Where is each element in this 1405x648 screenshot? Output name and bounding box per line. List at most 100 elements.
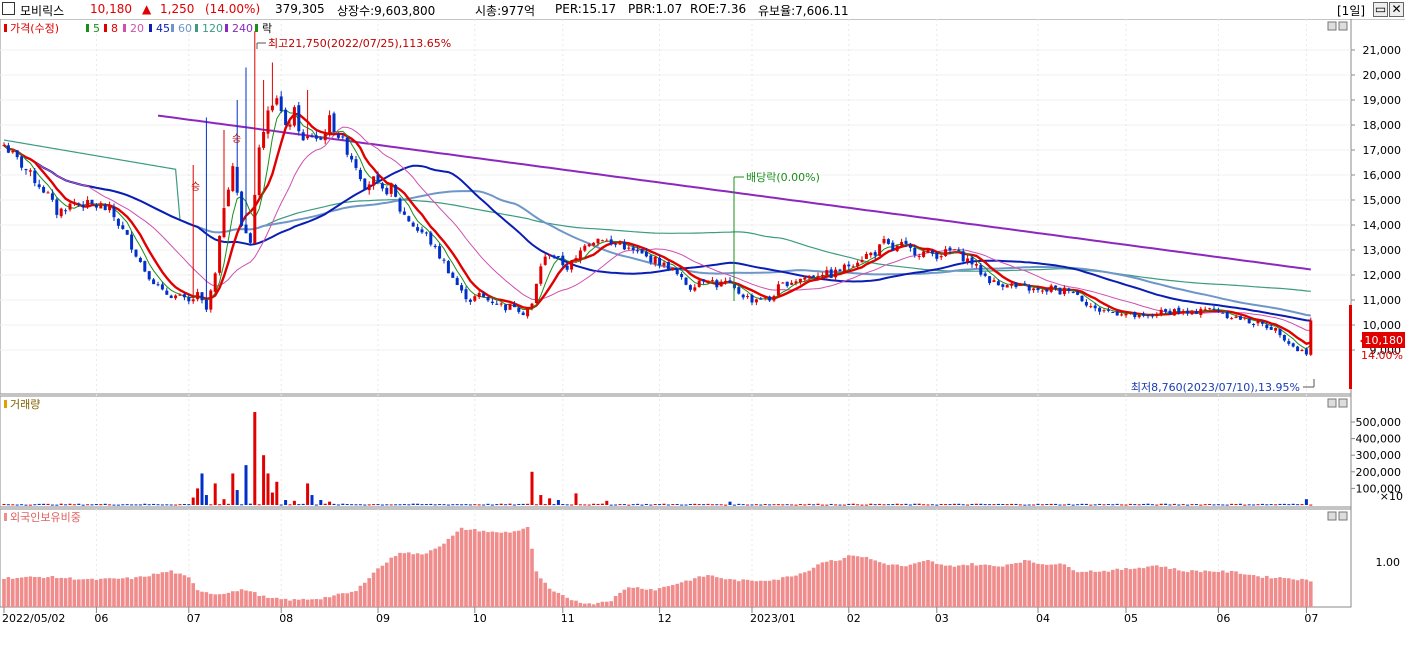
candle-body xyxy=(530,303,534,308)
candle-body xyxy=(244,224,248,234)
candle-body xyxy=(578,250,582,260)
price-panel-minimize-icon[interactable] xyxy=(1327,21,1337,31)
close-icon[interactable]: ✕ xyxy=(1389,2,1404,17)
volume-bar xyxy=(55,504,59,506)
foreign-ratio-bar xyxy=(1295,580,1300,607)
volume-bar xyxy=(270,492,274,505)
price-tick-label: 12,000 xyxy=(1363,269,1402,282)
candle-body xyxy=(605,240,609,242)
volume-bar xyxy=(526,503,530,505)
volume-bar xyxy=(1274,504,1278,506)
candle-body xyxy=(46,192,50,194)
candle-body xyxy=(42,186,46,193)
foreign-ratio-bar xyxy=(996,566,1001,607)
volume-bar xyxy=(768,504,772,506)
date-tick-label: 07 xyxy=(187,612,201,625)
minimize-icon[interactable]: ▭ xyxy=(1373,2,1388,17)
stock-chart[interactable]: 21,000 20,000 19,000 18,000 17,000 16,000 15,0… xyxy=(0,19,1405,648)
volume-bar xyxy=(407,504,411,506)
foreign-ratio-bar xyxy=(209,593,213,607)
volume-bar xyxy=(1234,504,1238,506)
ma8-line xyxy=(3,113,1312,345)
foreign-ratio-bar xyxy=(970,563,974,607)
volume-bar xyxy=(240,504,244,506)
foreign-ratio-bar xyxy=(851,555,855,607)
candle-body xyxy=(402,211,406,215)
volume-bar xyxy=(1005,504,1009,506)
candle-body xyxy=(191,299,195,302)
foreign-ratio-bar xyxy=(270,597,275,607)
stock-checkbox[interactable] xyxy=(2,2,15,15)
foreign-ratio-bar xyxy=(965,565,970,607)
foreign-ratio-bar xyxy=(46,577,50,607)
volume-bar xyxy=(112,504,116,506)
foreign-ratio-bar xyxy=(1084,571,1089,607)
foreign-ratio-bar xyxy=(341,593,345,607)
candle-body xyxy=(957,250,961,252)
candle-body xyxy=(121,225,125,229)
candle-body xyxy=(416,227,420,231)
foreign-ratio-bar xyxy=(798,573,803,607)
candle-body xyxy=(1247,318,1251,324)
volume-bar xyxy=(1225,504,1229,506)
foreign-ratio-bar xyxy=(358,585,363,607)
foreign-ratio-bar xyxy=(1190,570,1194,607)
volume-bar xyxy=(1124,504,1128,506)
foreign-ratio-bar xyxy=(182,575,187,607)
price-tick-label: 21,000 xyxy=(1363,44,1402,57)
change-arrow-icon: ▲ xyxy=(142,2,152,16)
volume-bar xyxy=(1221,504,1225,506)
date-tick-label: 06 xyxy=(1216,612,1230,625)
volume-bar xyxy=(433,504,437,506)
legend-ma45: 45 xyxy=(156,22,170,35)
volume-bar xyxy=(653,504,657,506)
volume-bar xyxy=(600,503,604,505)
volume-bar xyxy=(992,504,996,506)
volume-panel-minimize-icon[interactable] xyxy=(1327,398,1337,408)
candle-body xyxy=(213,273,217,292)
volume-bar xyxy=(763,504,767,506)
foreign-ratio-bar xyxy=(671,584,675,607)
volume-bar xyxy=(864,504,868,506)
foreign-panel-minimize-icon[interactable] xyxy=(1327,511,1337,521)
period-selector[interactable]: [1일] xyxy=(1337,4,1366,18)
volume-bar xyxy=(1089,504,1093,506)
volume-bar xyxy=(50,504,54,506)
foreign-ratio-bar xyxy=(138,576,143,607)
candle-body xyxy=(442,259,446,261)
candle-body xyxy=(1309,320,1313,355)
foreign-ratio-bar xyxy=(314,599,319,607)
volume-bar xyxy=(1102,504,1106,506)
foreign-ratio-bar xyxy=(961,564,965,607)
foreign-ratio-bar xyxy=(631,587,635,607)
price-panel-maximize-icon[interactable] xyxy=(1338,21,1348,31)
candle-body xyxy=(517,307,521,312)
listed-shares: 상장수:9,603,800 xyxy=(337,4,436,18)
volume-bar xyxy=(451,504,455,506)
volume-bar xyxy=(561,504,565,506)
candle-body xyxy=(688,285,692,290)
candle-body xyxy=(6,145,10,153)
candle-body xyxy=(746,296,750,298)
volume-bar xyxy=(495,504,499,506)
foreign-ratio-bar xyxy=(1062,564,1067,607)
candle-body xyxy=(1300,349,1304,351)
volume-bar xyxy=(1054,503,1058,505)
foreign-ratio-bar xyxy=(143,576,147,607)
candle-body xyxy=(50,193,54,200)
candle-body xyxy=(653,256,657,264)
candle-body xyxy=(710,280,714,282)
volume-bar xyxy=(913,503,917,505)
foreign-panel-maximize-icon[interactable] xyxy=(1338,511,1348,521)
foreign-ratio-bar xyxy=(446,538,451,607)
candle-body xyxy=(24,169,28,171)
foreign-ratio-bar xyxy=(1278,577,1282,607)
volume-tick-label: 200,000 xyxy=(1356,466,1402,479)
trade-volume: 379,305 xyxy=(275,2,325,16)
candle-body xyxy=(1296,346,1300,352)
volume-panel-maximize-icon[interactable] xyxy=(1338,398,1348,408)
foreign-ratio-bar xyxy=(424,553,429,607)
volume-bar xyxy=(244,465,248,505)
volume-bar xyxy=(156,504,160,506)
candle-body xyxy=(455,278,459,286)
